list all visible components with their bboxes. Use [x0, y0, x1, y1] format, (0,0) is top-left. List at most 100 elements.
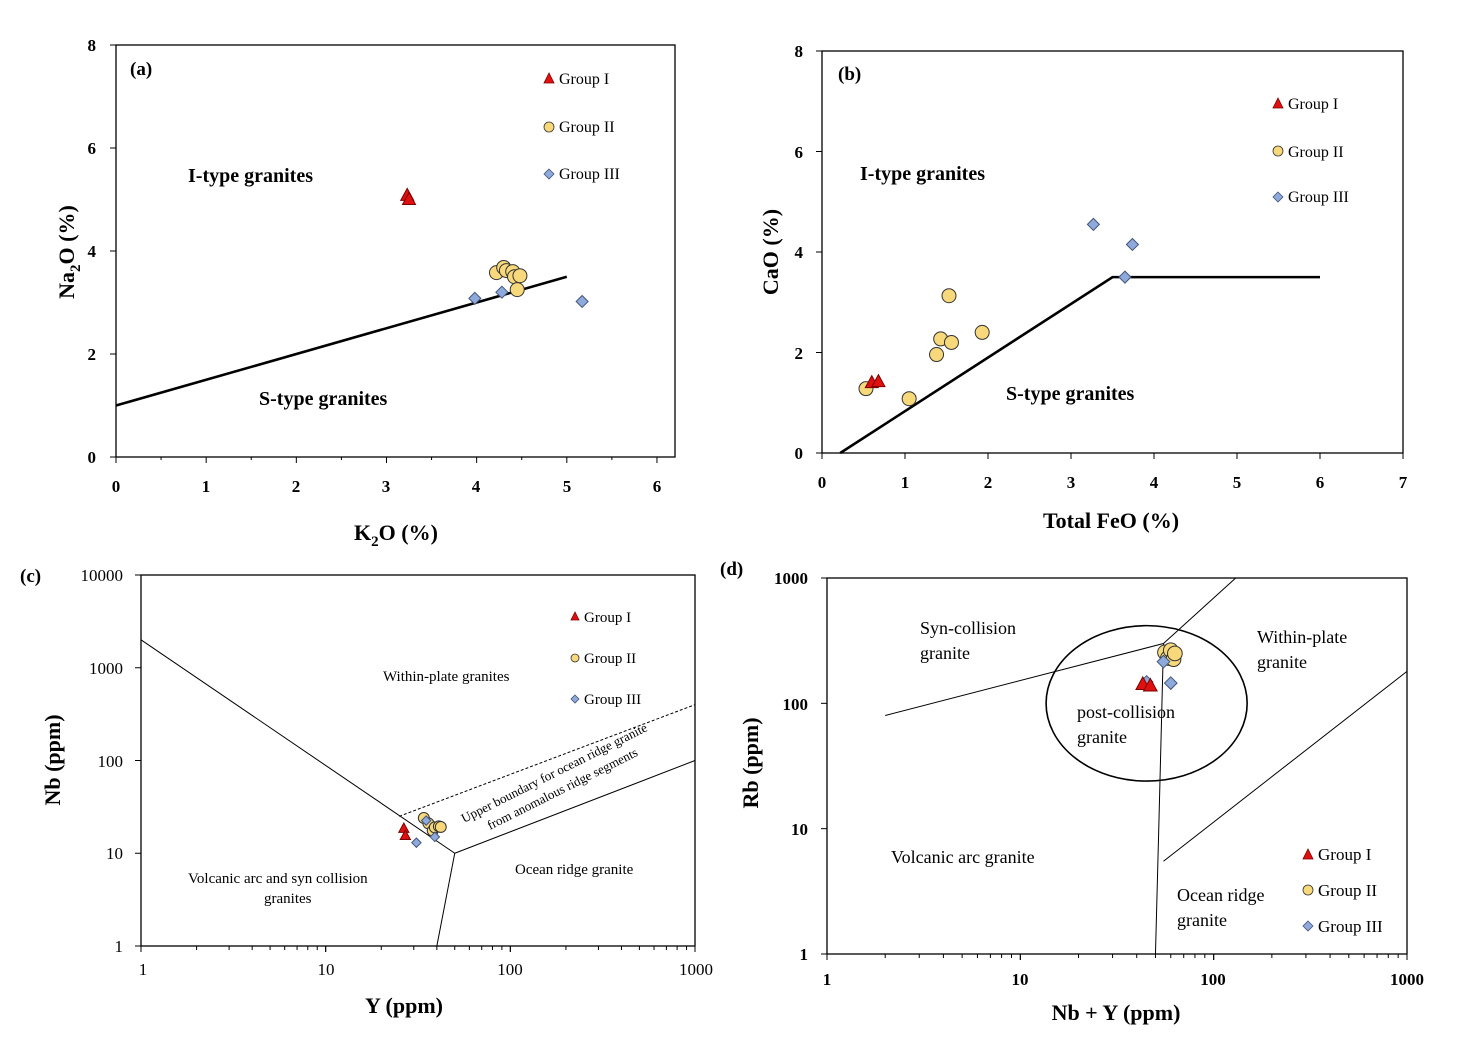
legend-marker-group-ii [543, 121, 555, 133]
region-post-collision: post-collision [1077, 702, 1175, 722]
y-tick-label: 4 [88, 242, 97, 261]
panel-c-legend: Group I Group II Group III [570, 610, 641, 708]
legend-label: Group II [584, 651, 636, 667]
data-point-group-iii [420, 815, 432, 826]
discrimination-boundary-line [454, 760, 696, 854]
data-point-group-i [871, 373, 886, 388]
panel-d-y-tick-labels: 1 10 100 1000 [774, 569, 808, 964]
data-point-group-iii [411, 837, 422, 849]
y-tick-label: 1000 [89, 659, 123, 678]
panel-a-label: (a) [130, 59, 152, 80]
x-tick-label: 0 [818, 473, 827, 492]
legend-label: Group III [559, 166, 620, 183]
panel-a-legend: Group I Group II Group III [543, 71, 620, 183]
panel-a-y-axis-title: Na2O (%) [54, 205, 84, 299]
legend-marker-group-i [570, 611, 580, 621]
data-point-group-ii [929, 347, 945, 363]
panel-a-tick-marks [110, 44, 658, 463]
y-tick-label: 10 [106, 844, 123, 863]
data-point-group-iii [1156, 654, 1171, 669]
data-point-group-iii [429, 831, 441, 843]
panel-c-x-axis-title: Y (ppm) [365, 993, 443, 1018]
region-syn-collision: Syn-collision [920, 618, 1016, 638]
panel-b-y-axis-title: CaO (%) [758, 209, 783, 295]
x-tick-label: 1 [202, 477, 211, 496]
legend-marker-group-iii [570, 694, 580, 704]
region-ocean-ridge: Ocean ridge [1177, 885, 1264, 905]
x-tick-label: 100 [497, 960, 523, 979]
data-point-group-ii [901, 391, 917, 407]
x-tick-label: 2 [292, 477, 301, 496]
data-point-group-iii [1086, 217, 1101, 232]
data-point-group-ii [512, 268, 528, 284]
y-tick-label: 2 [795, 344, 804, 363]
panel-d-legend: Group I Group II Group III [1302, 845, 1383, 936]
region-volcanic-arc: Volcanic arc granite [891, 847, 1035, 867]
y-tick-label: 10 [791, 820, 808, 839]
data-point-group-ii [943, 334, 959, 350]
panel-d-y-axis-title: Rb (ppm) [738, 717, 763, 808]
panel-d: (d) 1 10 100 1000 1 10 100 1000 Nb + Y (… [720, 559, 1424, 1025]
y-tick-label: 8 [88, 36, 97, 55]
data-point-group-i [1142, 677, 1158, 692]
panel-b-tick-marks [816, 50, 1404, 459]
x-tick-label: 100 [1200, 970, 1226, 989]
region-within-plate: granite [1257, 652, 1307, 672]
panel-b-boundaries [839, 275, 1320, 455]
x-tick-label: 3 [1067, 473, 1076, 492]
legend-marker-group-iii [1272, 191, 1284, 203]
x-tick-label: 6 [1316, 473, 1325, 492]
data-point-group-iii [1163, 676, 1178, 691]
region-ocean-ridge: granite [1177, 910, 1227, 930]
panel-d-x-axis-title: Nb + Y (ppm) [1052, 1000, 1181, 1025]
data-point-group-iii [1125, 237, 1140, 252]
legend-label: Group I [1288, 96, 1338, 113]
data-point-group-ii [434, 821, 447, 833]
y-tick-label: 1 [800, 945, 809, 964]
region-i-type: I-type granites [860, 163, 985, 185]
legend-marker-group-ii [1302, 884, 1314, 896]
panel-c: (c) 1 10 100 1000 1 10 100 1000 10000 Y … [20, 566, 713, 1018]
panel-a: (a) 0 1 2 3 4 5 6 0 2 4 6 8 K2O (%) Na2O… [54, 36, 676, 550]
x-tick-label: 0 [112, 477, 121, 496]
x-tick-label: 5 [1233, 473, 1242, 492]
region-within-plate: Within-plate [1257, 627, 1347, 647]
region-within-plate: Within-plate granites [383, 669, 510, 685]
x-tick-label: 3 [382, 477, 391, 496]
discrimination-boundary-line [885, 643, 1164, 716]
legend-label: Group III [584, 692, 641, 708]
legend-label: Group III [1318, 917, 1383, 936]
data-point-group-iii [1118, 270, 1132, 284]
panel-a-data-points [399, 187, 589, 309]
y-tick-label: 2 [88, 345, 97, 364]
panel-a-x-axis-title: K2O (%) [354, 520, 438, 550]
panel-c-label: (c) [20, 566, 41, 587]
region-volcanic-arc: granites [264, 891, 312, 907]
data-point-group-ii [509, 282, 525, 298]
ocean-ridge-upper-boundary-line [398, 704, 696, 817]
legend-label: Group II [1318, 881, 1377, 900]
data-point-group-ii [1167, 645, 1183, 662]
legend-label: Group II [559, 119, 615, 136]
x-tick-label: 6 [653, 477, 662, 496]
panel-d-boundaries [885, 577, 1408, 955]
y-tick-label: 4 [795, 243, 804, 262]
discrimination-boundary-line [140, 639, 456, 854]
legend-marker-group-iii [543, 168, 555, 180]
x-tick-label: 1 [139, 960, 148, 979]
x-tick-label: 4 [472, 477, 481, 496]
region-s-type: S-type granites [1006, 383, 1135, 405]
y-tick-label: 100 [98, 752, 124, 771]
panel-a-boundaries [115, 275, 568, 407]
y-tick-label: 0 [795, 444, 804, 463]
x-tick-label: 10 [318, 960, 335, 979]
panel-b-legend: Group I Group II Group III [1272, 96, 1349, 206]
region-ocean-ridge: Ocean ridge granite [515, 862, 634, 878]
x-tick-label: 2 [984, 473, 993, 492]
legend-marker-group-i [1302, 848, 1314, 860]
panel-c-x-tick-labels: 1 10 100 1000 [139, 960, 713, 979]
data-point-group-i [399, 829, 412, 840]
panel-a-y-tick-labels: 0 2 4 6 8 [88, 36, 97, 467]
y-tick-label: 8 [795, 42, 804, 61]
panel-d-frame [826, 577, 1408, 955]
